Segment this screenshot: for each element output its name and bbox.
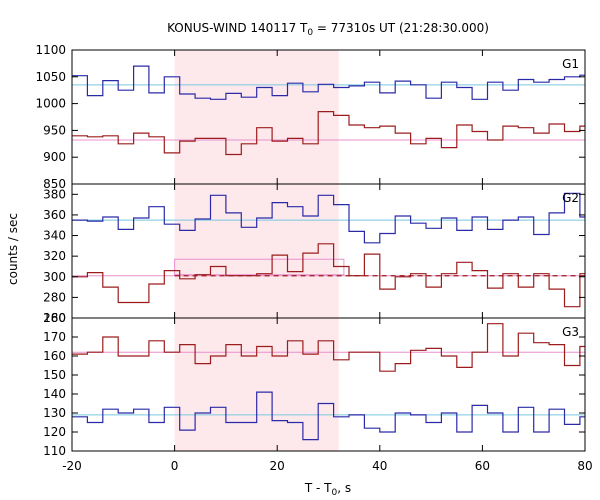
panel-g1-y-tick-label: 850 <box>43 177 66 191</box>
panel-g2-y-tick-label: 260 <box>43 311 66 325</box>
y-axis-label: counts / sec <box>6 213 20 285</box>
x-tick-label: 0 <box>171 459 179 473</box>
panel-g3-series-blue <box>72 391 585 441</box>
panel-g3-series-red <box>72 323 585 372</box>
panel-g3-y-tick-label: 170 <box>43 330 66 344</box>
panel-g3-frame <box>71 317 586 452</box>
panels-group: 850900950100010501100G126028030032034036… <box>35 43 592 473</box>
panel-g1-series-blue <box>72 65 585 100</box>
chart-title: KONUS-WIND 140117 T0 = 77310s UT (21:28:… <box>167 21 489 38</box>
chart-title-subscript: 0 <box>307 28 313 38</box>
panel-g2-label: G2 <box>562 191 579 205</box>
x-tick-label: -20 <box>62 459 82 473</box>
panel-g1-y-tick-label: 1000 <box>35 97 66 111</box>
panel-g3-label: G3 <box>562 325 579 339</box>
panel-g3-y-tick-label: 160 <box>43 349 66 363</box>
x-axis-label-subscript: 0 <box>332 488 338 498</box>
panel-g2-y-tick-label: 300 <box>43 270 66 284</box>
panel-g1-label: G1 <box>562 57 579 71</box>
x-tick-label: 60 <box>475 459 490 473</box>
x-tick-label: 40 <box>372 459 387 473</box>
panel-g1-series-red <box>72 111 585 156</box>
panel-g2-y-tick-label: 280 <box>43 290 66 304</box>
chart-title-prefix: KONUS-WIND 140117 T <box>167 21 308 35</box>
panel-g2-series-blue <box>72 192 585 244</box>
panel-g2-y-tick-label: 340 <box>43 229 66 243</box>
panel-g1-y-tick-label: 900 <box>43 150 66 164</box>
panel-g2-series-red <box>72 243 585 308</box>
panel-g1-y-tick-label: 1100 <box>35 43 66 57</box>
panel-g3-y-tick-label: 130 <box>43 406 66 420</box>
panel-g3-y-tick-label: 110 <box>43 444 66 458</box>
panel-g3-y-tick-label: 150 <box>43 368 66 382</box>
panel-g1-y-tick-label: 1050 <box>35 70 66 84</box>
chart-title-suffix: = 77310s UT (21:28:30.000) <box>313 21 489 35</box>
x-axis-label: T - T0, s <box>304 481 351 498</box>
panel-g2-y-tick-label: 360 <box>43 208 66 222</box>
panel-g3-y-tick-label: 140 <box>43 387 66 401</box>
panel-g3-y-tick-label: 120 <box>43 425 66 439</box>
shaded-interval <box>174 50 339 451</box>
panel-g2-y-tick-label: 380 <box>43 187 66 201</box>
panel-g1-y-tick-label: 950 <box>43 123 66 137</box>
x-axis-label-prefix: T - T <box>304 481 332 495</box>
panel-g3-y-tick-label: 180 <box>43 311 66 325</box>
x-tick-label: 80 <box>577 459 592 473</box>
panel-g2-y-tick-label: 320 <box>43 249 66 263</box>
x-axis-label-suffix: , s <box>337 481 351 495</box>
x-tick-label: 20 <box>270 459 285 473</box>
